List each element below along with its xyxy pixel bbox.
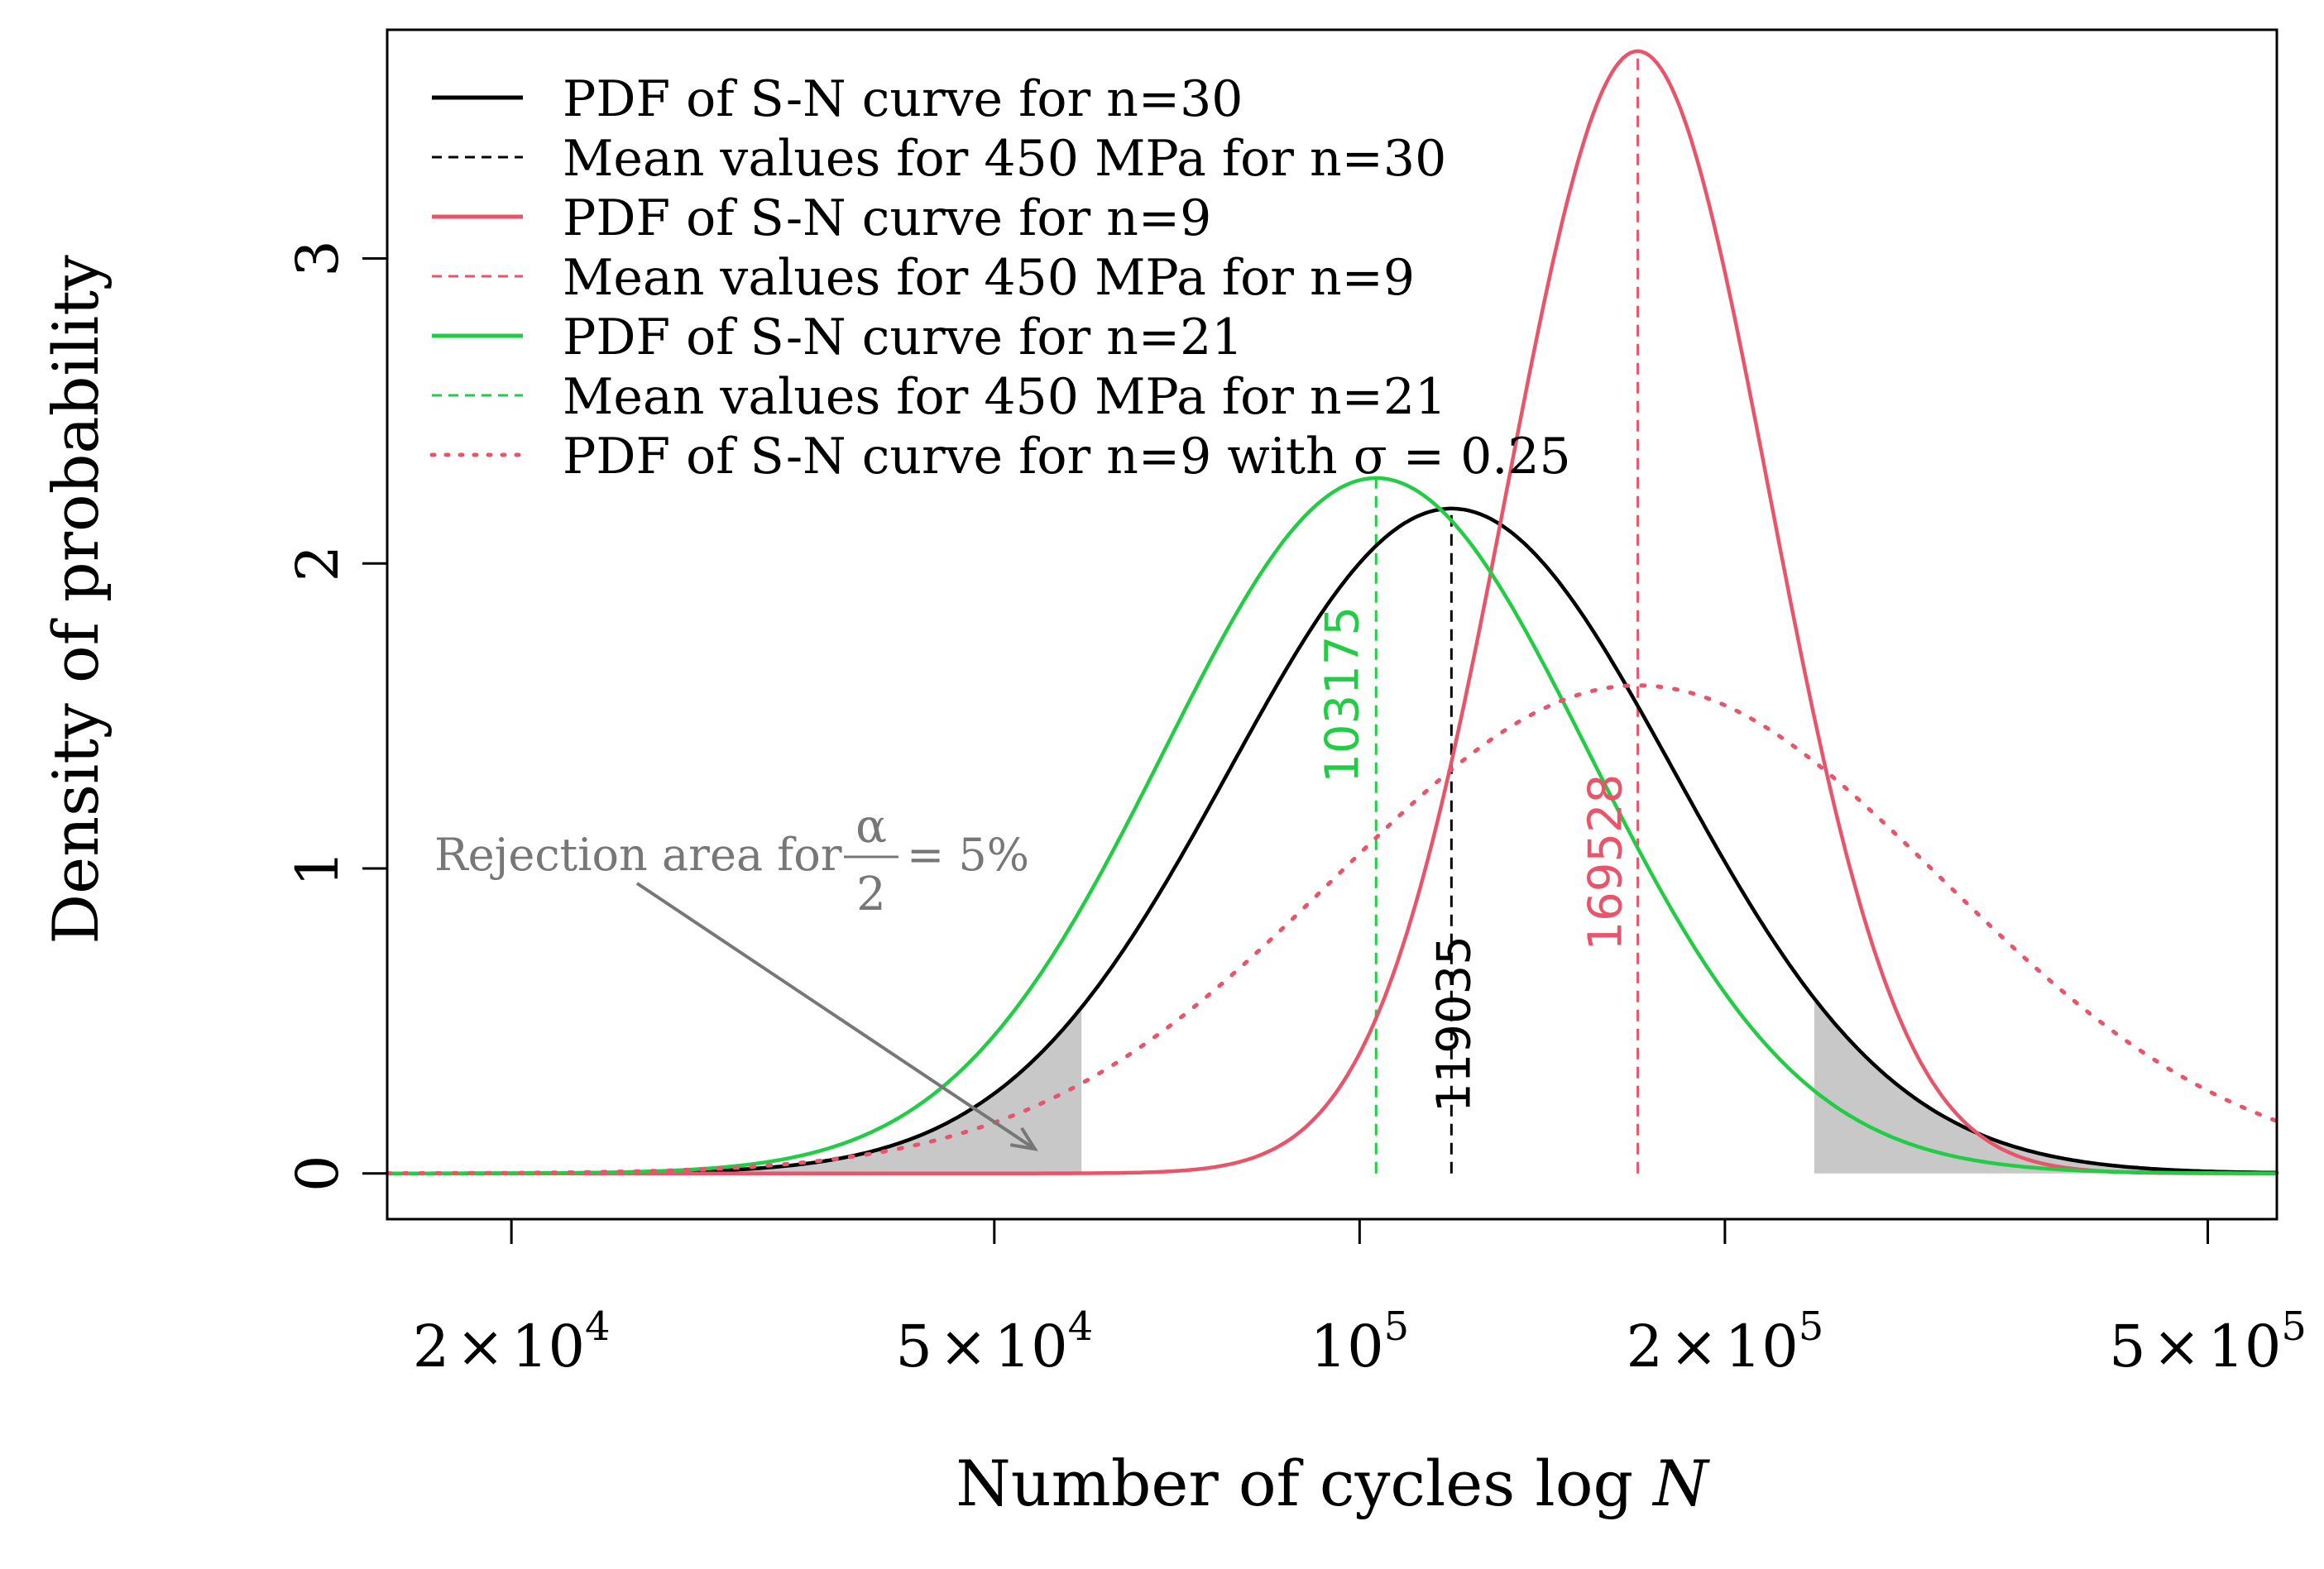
legend-label-4: Mean values for 450 MPa for n=9: [563, 249, 1415, 307]
mean-label-3: 103175: [1315, 606, 1369, 783]
x-tick-label-1: 2 × 104: [413, 1304, 611, 1380]
rejection-regions: [387, 998, 2277, 1174]
legend-label-6: Mean values for 450 MPa for n=21: [563, 368, 1446, 426]
rejection-annotation: Rejection area for α 2 = 5%: [434, 800, 1038, 1151]
y-tick-label-1: 0: [284, 1155, 352, 1192]
legend-label-2: Mean values for 450 MPa for n=30: [563, 130, 1446, 188]
mean-labels: 119035 169528 103175: [1315, 606, 1632, 1112]
annotation-text: Rejection area for: [434, 829, 842, 881]
y-axis: 0 1 2 3: [284, 240, 387, 1192]
y-tick-label-4: 3: [284, 240, 352, 277]
pdf-curves: [385, 49, 2279, 1176]
y-axis-title: Density of probability: [39, 255, 113, 945]
annotation-denominator: 2: [856, 868, 886, 921]
annotation-arrow-shaft: [635, 882, 1036, 1150]
y-tick-label-3: 2: [284, 545, 352, 582]
rejection-region-1: [387, 1007, 1082, 1174]
x-axis: 2 × 104 5 × 104 105 2 × 105 5 × 105: [413, 1219, 2307, 1380]
legend-label-1: PDF of S-N curve for n=30: [563, 70, 1243, 128]
mean-label-1: 119035: [1427, 935, 1481, 1112]
rejection-region-2: [1814, 998, 2277, 1174]
x-tick-label-2: 5 × 104: [895, 1304, 1093, 1380]
annotation-suffix: = 5%: [907, 829, 1029, 881]
plot-frame: [386, 28, 2278, 1221]
x-axis-title: Number of cycles log N: [956, 1447, 1710, 1520]
annotation-numerator: α: [855, 800, 887, 854]
curve-series-4: [385, 683, 2279, 1176]
curve-series-2: [385, 49, 2279, 1175]
x-tick-label-4: 2 × 105: [1626, 1304, 1823, 1380]
mean-lines: [1374, 50, 1640, 1174]
legend-label-7: PDF of S-N curve for n=9 with σ = 0.25: [563, 428, 1571, 486]
y-tick-label-2: 1: [284, 850, 352, 887]
legend-label-3: PDF of S-N curve for n=9: [563, 189, 1211, 247]
annotation-arrow-head: [1009, 1127, 1038, 1151]
x-tick-label-3: 105: [1311, 1304, 1410, 1380]
mean-label-2: 169528: [1579, 774, 1633, 951]
legend-label-5: PDF of S-N curve for n=21: [563, 309, 1243, 366]
x-tick-label-5: 5 × 105: [2109, 1304, 2307, 1380]
